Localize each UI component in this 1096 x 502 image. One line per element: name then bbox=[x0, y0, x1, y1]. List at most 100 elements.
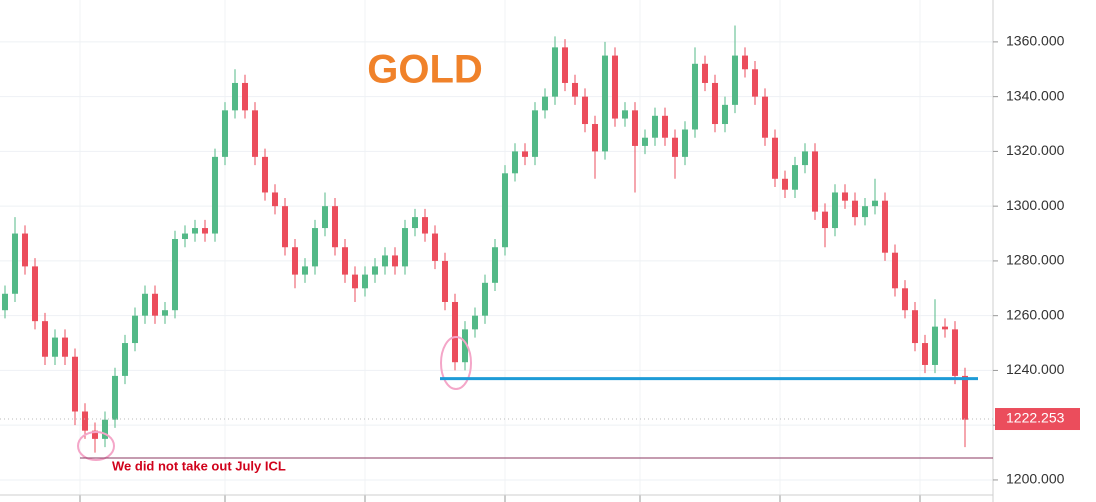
y-tick-label: 1320.000 bbox=[1006, 142, 1065, 158]
candle-body bbox=[622, 110, 628, 119]
candle-body bbox=[442, 260, 448, 302]
candle-body bbox=[512, 151, 518, 174]
candle-body bbox=[422, 217, 428, 234]
candle-body bbox=[722, 104, 728, 125]
last-price-label: 1222.253 bbox=[1006, 410, 1065, 426]
candle-body bbox=[302, 266, 308, 275]
candle-body bbox=[232, 82, 238, 111]
candle-body bbox=[682, 129, 688, 157]
candle-body bbox=[262, 156, 268, 193]
candle-body bbox=[102, 419, 108, 439]
candle-body bbox=[242, 82, 248, 111]
candle-body bbox=[802, 151, 808, 166]
candle-body bbox=[452, 301, 458, 363]
candle-body bbox=[702, 63, 708, 83]
candle-body bbox=[192, 228, 198, 234]
candle-body bbox=[822, 211, 828, 229]
y-tick-label: 1280.000 bbox=[1006, 252, 1065, 268]
candle-body bbox=[592, 124, 598, 152]
candle-body bbox=[272, 192, 278, 207]
candle-body bbox=[472, 315, 478, 330]
candle-body bbox=[752, 69, 758, 97]
candle-body bbox=[282, 206, 288, 248]
y-tick-label: 1340.000 bbox=[1006, 87, 1065, 103]
candle-body bbox=[462, 329, 468, 363]
candle-body bbox=[162, 310, 168, 316]
candle-body bbox=[522, 151, 528, 157]
candle-body bbox=[202, 228, 208, 234]
candle-body bbox=[332, 206, 338, 248]
candle-body bbox=[612, 55, 618, 119]
candle-body bbox=[312, 228, 318, 267]
candle-body bbox=[742, 55, 748, 70]
candle-body bbox=[492, 247, 498, 283]
candle-body bbox=[482, 282, 488, 316]
candle-body bbox=[252, 110, 258, 157]
candle-body bbox=[762, 96, 768, 138]
candle-body bbox=[912, 310, 918, 344]
candle-body bbox=[602, 55, 608, 152]
annotation: We did not take out July ICL bbox=[112, 458, 286, 473]
candle-body bbox=[22, 233, 28, 267]
candle-body bbox=[832, 192, 838, 229]
candle-body bbox=[782, 178, 788, 190]
candle-body bbox=[962, 375, 968, 420]
low-marker bbox=[440, 336, 472, 390]
last-price-box bbox=[995, 408, 1080, 431]
candle-body bbox=[342, 247, 348, 275]
candle-body bbox=[642, 137, 648, 146]
candle-body bbox=[182, 233, 188, 240]
candle-body bbox=[952, 329, 958, 376]
candle-body bbox=[2, 293, 8, 311]
candle-body bbox=[532, 110, 538, 157]
y-tick-label: 1300.000 bbox=[1006, 197, 1065, 213]
candle-body bbox=[712, 82, 718, 125]
candle-body bbox=[942, 326, 948, 330]
candle-body bbox=[932, 326, 938, 365]
candle-body bbox=[882, 200, 888, 253]
candle-body bbox=[412, 217, 418, 229]
low-marker bbox=[77, 431, 115, 461]
candle-body bbox=[812, 151, 818, 212]
candle-body bbox=[82, 411, 88, 431]
y-tick-label: 1360.000 bbox=[1006, 33, 1065, 49]
candle-body bbox=[732, 55, 738, 105]
candle-body bbox=[222, 110, 228, 157]
candle-body bbox=[922, 343, 928, 365]
candle-body bbox=[842, 192, 848, 201]
y-tick-label: 1260.000 bbox=[1006, 306, 1065, 322]
candle-body bbox=[352, 274, 358, 289]
candle-body bbox=[172, 239, 178, 311]
candle-body bbox=[582, 96, 588, 125]
candle-body bbox=[112, 375, 118, 420]
candle-body bbox=[132, 315, 138, 344]
candle-body bbox=[852, 200, 858, 218]
candle-body bbox=[372, 266, 378, 275]
chart-title: GOLD bbox=[367, 48, 483, 92]
candle-body bbox=[62, 337, 68, 357]
candle-body bbox=[432, 233, 438, 261]
candle-body bbox=[552, 47, 558, 97]
candle-body bbox=[792, 165, 798, 190]
candle-body bbox=[862, 206, 868, 218]
candle-body bbox=[42, 321, 48, 357]
candle-body bbox=[362, 274, 368, 289]
candle-body bbox=[632, 110, 638, 146]
candle-body bbox=[872, 200, 878, 207]
grid bbox=[0, 0, 993, 502]
candle-body bbox=[672, 137, 678, 157]
candle-body bbox=[572, 82, 578, 97]
candle-body bbox=[902, 288, 908, 311]
candle-body bbox=[382, 255, 388, 267]
candle-body bbox=[142, 293, 148, 316]
candle-body bbox=[562, 47, 568, 83]
candle-body bbox=[212, 156, 218, 234]
candle-body bbox=[662, 115, 668, 138]
candle-body bbox=[292, 247, 298, 275]
candle-body bbox=[52, 337, 58, 357]
candle-body bbox=[322, 206, 328, 229]
candle-body bbox=[692, 63, 698, 130]
candle-body bbox=[72, 356, 78, 412]
candle-body bbox=[122, 343, 128, 376]
